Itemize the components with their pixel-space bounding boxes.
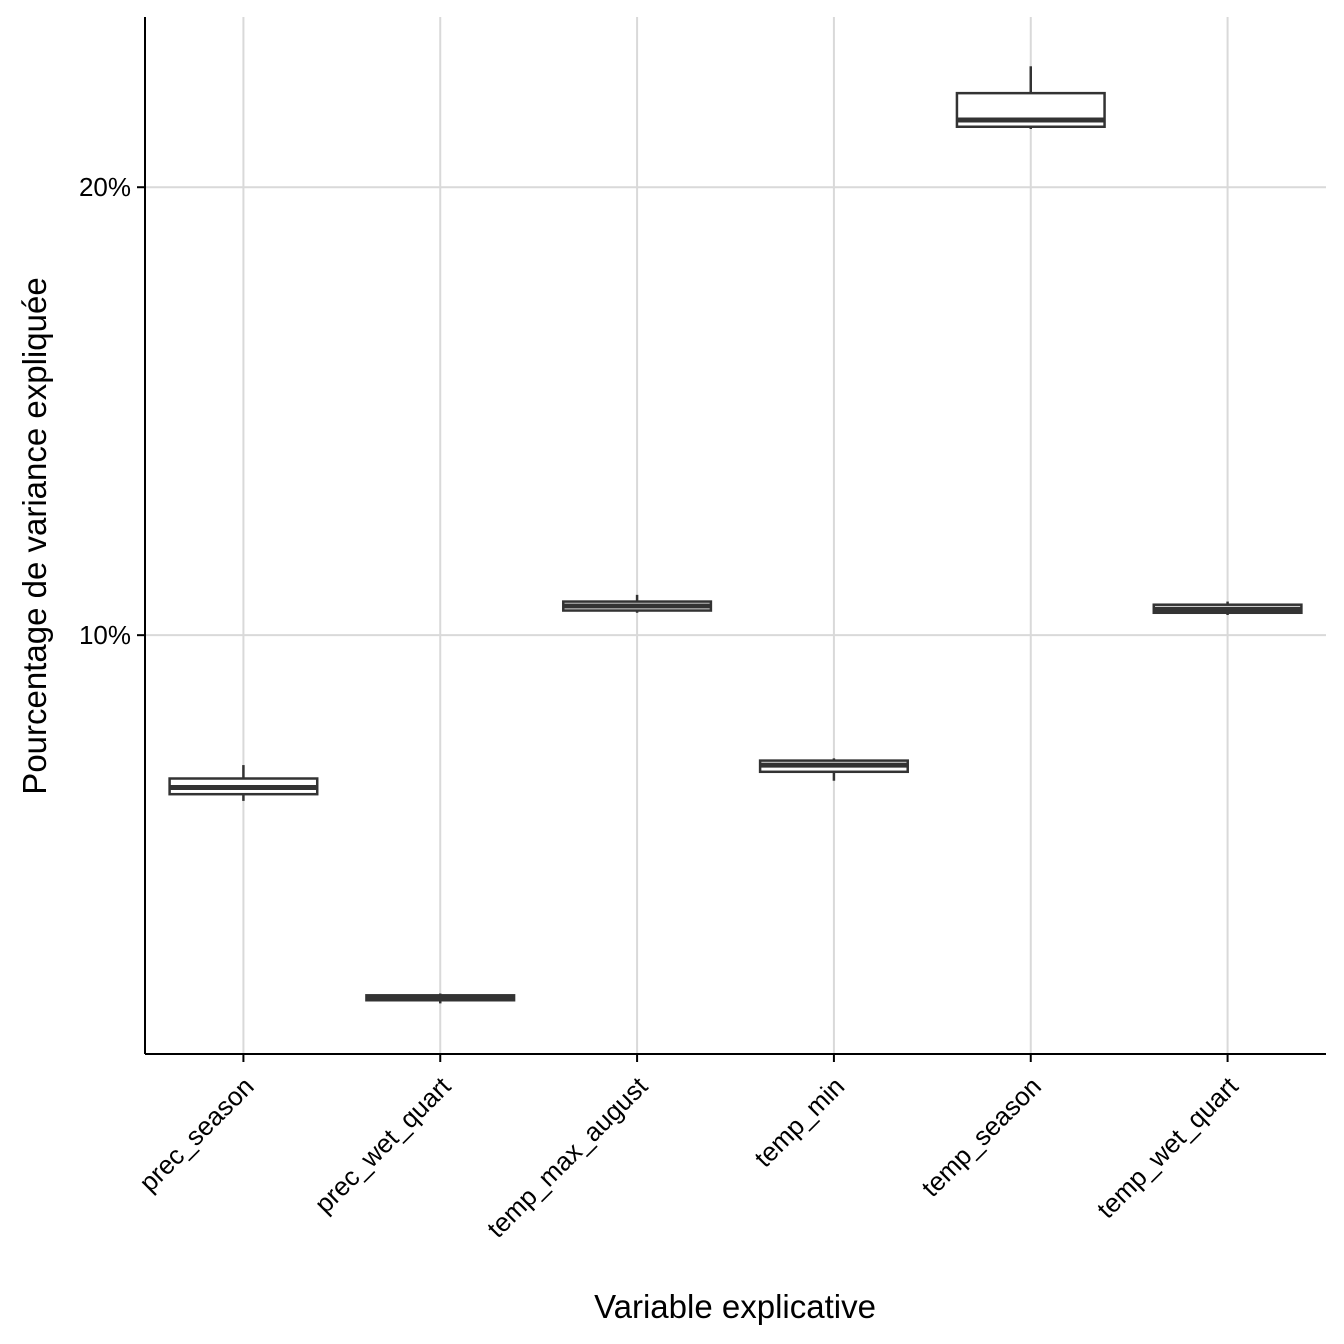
x-tick-label: temp_max_august <box>481 1070 654 1243</box>
box-temp_min <box>758 758 909 781</box>
y-ticks-group: 10% 20% <box>79 172 145 650</box>
boxes-group <box>168 66 1303 1004</box>
box-temp_wet_quart <box>1152 601 1303 616</box>
box-temp_season <box>955 66 1106 129</box>
grid-x-lines <box>242 17 1229 1054</box>
y-tick-label: 10% <box>79 620 131 650</box>
x-tick-label: temp_min <box>748 1071 850 1173</box>
x-tick-label: temp_wet_quart <box>1091 1070 1245 1224</box>
x-tick-label: prec_season <box>133 1071 259 1197</box>
x-ticks-group: prec_season prec_wet_quart temp_max_august… <box>133 1054 1244 1243</box>
box-prec_season <box>168 765 319 801</box>
x-axis-title: Variable explicative <box>594 1288 876 1325</box>
x-tick-label: prec_wet_quart <box>309 1070 457 1218</box>
y-tick-label: 20% <box>79 172 131 202</box>
box-prec_wet_quart <box>365 993 516 1004</box>
box-temp_max_august <box>562 594 713 613</box>
y-axis-title: Pourcentage de variance expliquée <box>16 277 53 794</box>
grid-y-lines <box>145 186 1326 637</box>
x-tick-label: temp_season <box>915 1071 1047 1203</box>
axes-group <box>144 17 1326 1055</box>
